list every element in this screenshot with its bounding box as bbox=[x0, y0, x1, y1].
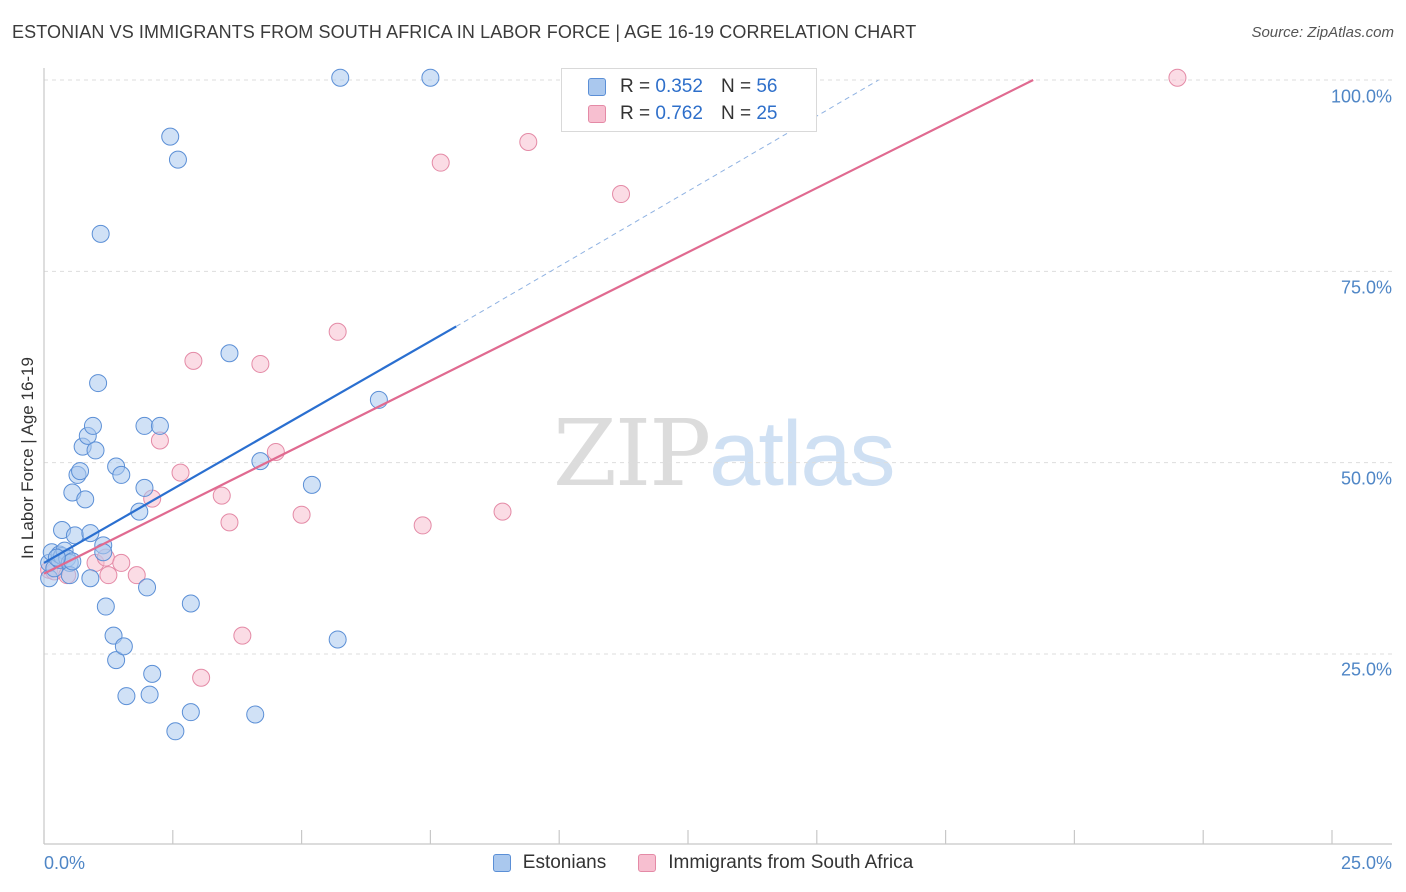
data-point-south-africa bbox=[99, 566, 118, 585]
chart-title: ESTONIAN VS IMMIGRANTS FROM SOUTH AFRICA… bbox=[12, 22, 917, 42]
y-axis-label: In Labor Force | Age 16-19 bbox=[18, 357, 37, 559]
watermark: ZIPatlas bbox=[553, 400, 896, 507]
data-point-estonians bbox=[302, 475, 321, 494]
data-point-south-africa bbox=[212, 486, 231, 505]
legend-r-label: R = bbox=[620, 76, 651, 97]
data-point-south-africa bbox=[220, 513, 239, 532]
data-point-estonians bbox=[130, 502, 149, 521]
data-point-estonians bbox=[112, 465, 131, 484]
y-tick-label: 50.0% bbox=[1340, 468, 1392, 489]
data-point-estonians bbox=[251, 452, 270, 471]
legend-r-label: R = bbox=[620, 103, 651, 124]
data-point-estonians bbox=[181, 703, 200, 722]
data-point-estonians bbox=[138, 578, 157, 597]
y-tick-label: 75.0% bbox=[1340, 277, 1392, 298]
data-point-estonians bbox=[114, 637, 133, 656]
data-point-south-africa bbox=[1168, 68, 1187, 87]
legend-label-south-africa: Immigrants from South Africa bbox=[668, 852, 914, 873]
data-point-estonians bbox=[168, 150, 187, 169]
data-point-estonians bbox=[135, 478, 154, 497]
trend-line-south-africa bbox=[43, 79, 1034, 575]
data-point-south-africa bbox=[292, 505, 311, 524]
data-point-south-africa bbox=[192, 668, 211, 687]
axis-layer bbox=[43, 68, 1392, 845]
data-point-estonians bbox=[220, 344, 239, 363]
legend-r-value: 0.762 bbox=[655, 103, 703, 124]
trend-line-estonians bbox=[43, 325, 457, 564]
data-point-estonians bbox=[166, 722, 185, 741]
data-point-estonians bbox=[181, 594, 200, 613]
data-point-estonians bbox=[117, 687, 136, 706]
data-point-south-africa bbox=[328, 322, 347, 341]
series-immigrants-south-africa bbox=[40, 68, 1187, 687]
legend-row-estonians: R = 0.352 N = 56 bbox=[588, 75, 777, 99]
legend-n-value: 25 bbox=[756, 103, 778, 124]
data-point-south-africa bbox=[519, 132, 538, 151]
legend-swatch-pink bbox=[638, 854, 657, 872]
grid-layer bbox=[44, 79, 1392, 655]
data-point-estonians bbox=[91, 224, 110, 243]
data-point-south-africa bbox=[431, 153, 450, 172]
data-point-south-africa bbox=[127, 566, 146, 585]
data-point-estonians bbox=[76, 490, 95, 509]
y-tick-label: 100.0% bbox=[1330, 86, 1392, 107]
correlation-legend: R = 0.352 N = 56 R = 0.762 N = 25 bbox=[561, 68, 817, 132]
trend-layer bbox=[43, 79, 1034, 575]
data-point-south-africa bbox=[233, 626, 252, 645]
data-point-estonians bbox=[140, 685, 159, 704]
data-point-estonians bbox=[161, 127, 180, 146]
data-point-south-africa bbox=[493, 502, 512, 521]
legend-swatch-blue bbox=[588, 78, 606, 96]
data-point-estonians bbox=[135, 416, 154, 435]
legend-item-south-africa[interactable]: Immigrants from South Africa bbox=[638, 852, 913, 874]
data-point-estonians bbox=[107, 651, 126, 670]
data-point-south-africa bbox=[184, 351, 203, 370]
x-tick-label: 25.0% bbox=[1340, 853, 1392, 873]
data-point-estonians bbox=[83, 416, 102, 435]
legend-item-estonians[interactable]: Estonians bbox=[492, 852, 607, 874]
data-point-south-africa bbox=[112, 553, 131, 572]
data-point-south-africa bbox=[413, 516, 432, 535]
data-point-estonians bbox=[246, 705, 265, 724]
data-point-estonians bbox=[81, 524, 100, 543]
data-point-estonians bbox=[71, 462, 90, 481]
legend-n-value: 56 bbox=[756, 76, 778, 97]
data-point-south-africa bbox=[251, 354, 270, 373]
y-tick-label: 25.0% bbox=[1340, 659, 1392, 680]
x-tick-label: 0.0% bbox=[44, 853, 86, 873]
watermark-atlas: atlas bbox=[709, 403, 895, 505]
legend-label-estonians: Estonians bbox=[522, 852, 607, 873]
watermark-zip: ZIP bbox=[553, 400, 711, 507]
data-point-estonians bbox=[328, 630, 347, 649]
data-point-estonians bbox=[86, 441, 105, 460]
legend-n-label: N = bbox=[720, 76, 752, 97]
data-point-estonians bbox=[421, 68, 440, 87]
data-point-estonians bbox=[143, 664, 162, 683]
data-point-estonians bbox=[81, 569, 100, 588]
series-legend: Estonians Immigrants from South Africa bbox=[0, 852, 1406, 874]
legend-n-label: N = bbox=[720, 103, 752, 124]
legend-swatch-blue bbox=[492, 854, 511, 872]
legend-row-south-africa: R = 0.762 N = 25 bbox=[588, 102, 777, 126]
source-label: Source: ZipAtlas.com bbox=[1251, 24, 1394, 41]
data-point-south-africa bbox=[171, 463, 190, 482]
data-point-estonians bbox=[89, 374, 108, 393]
legend-r-value: 0.352 bbox=[655, 76, 703, 97]
data-point-estonians bbox=[331, 68, 350, 87]
data-point-estonians bbox=[150, 416, 169, 435]
data-point-estonians bbox=[96, 597, 115, 616]
data-point-south-africa bbox=[612, 185, 631, 204]
legend-swatch-pink bbox=[588, 105, 606, 123]
